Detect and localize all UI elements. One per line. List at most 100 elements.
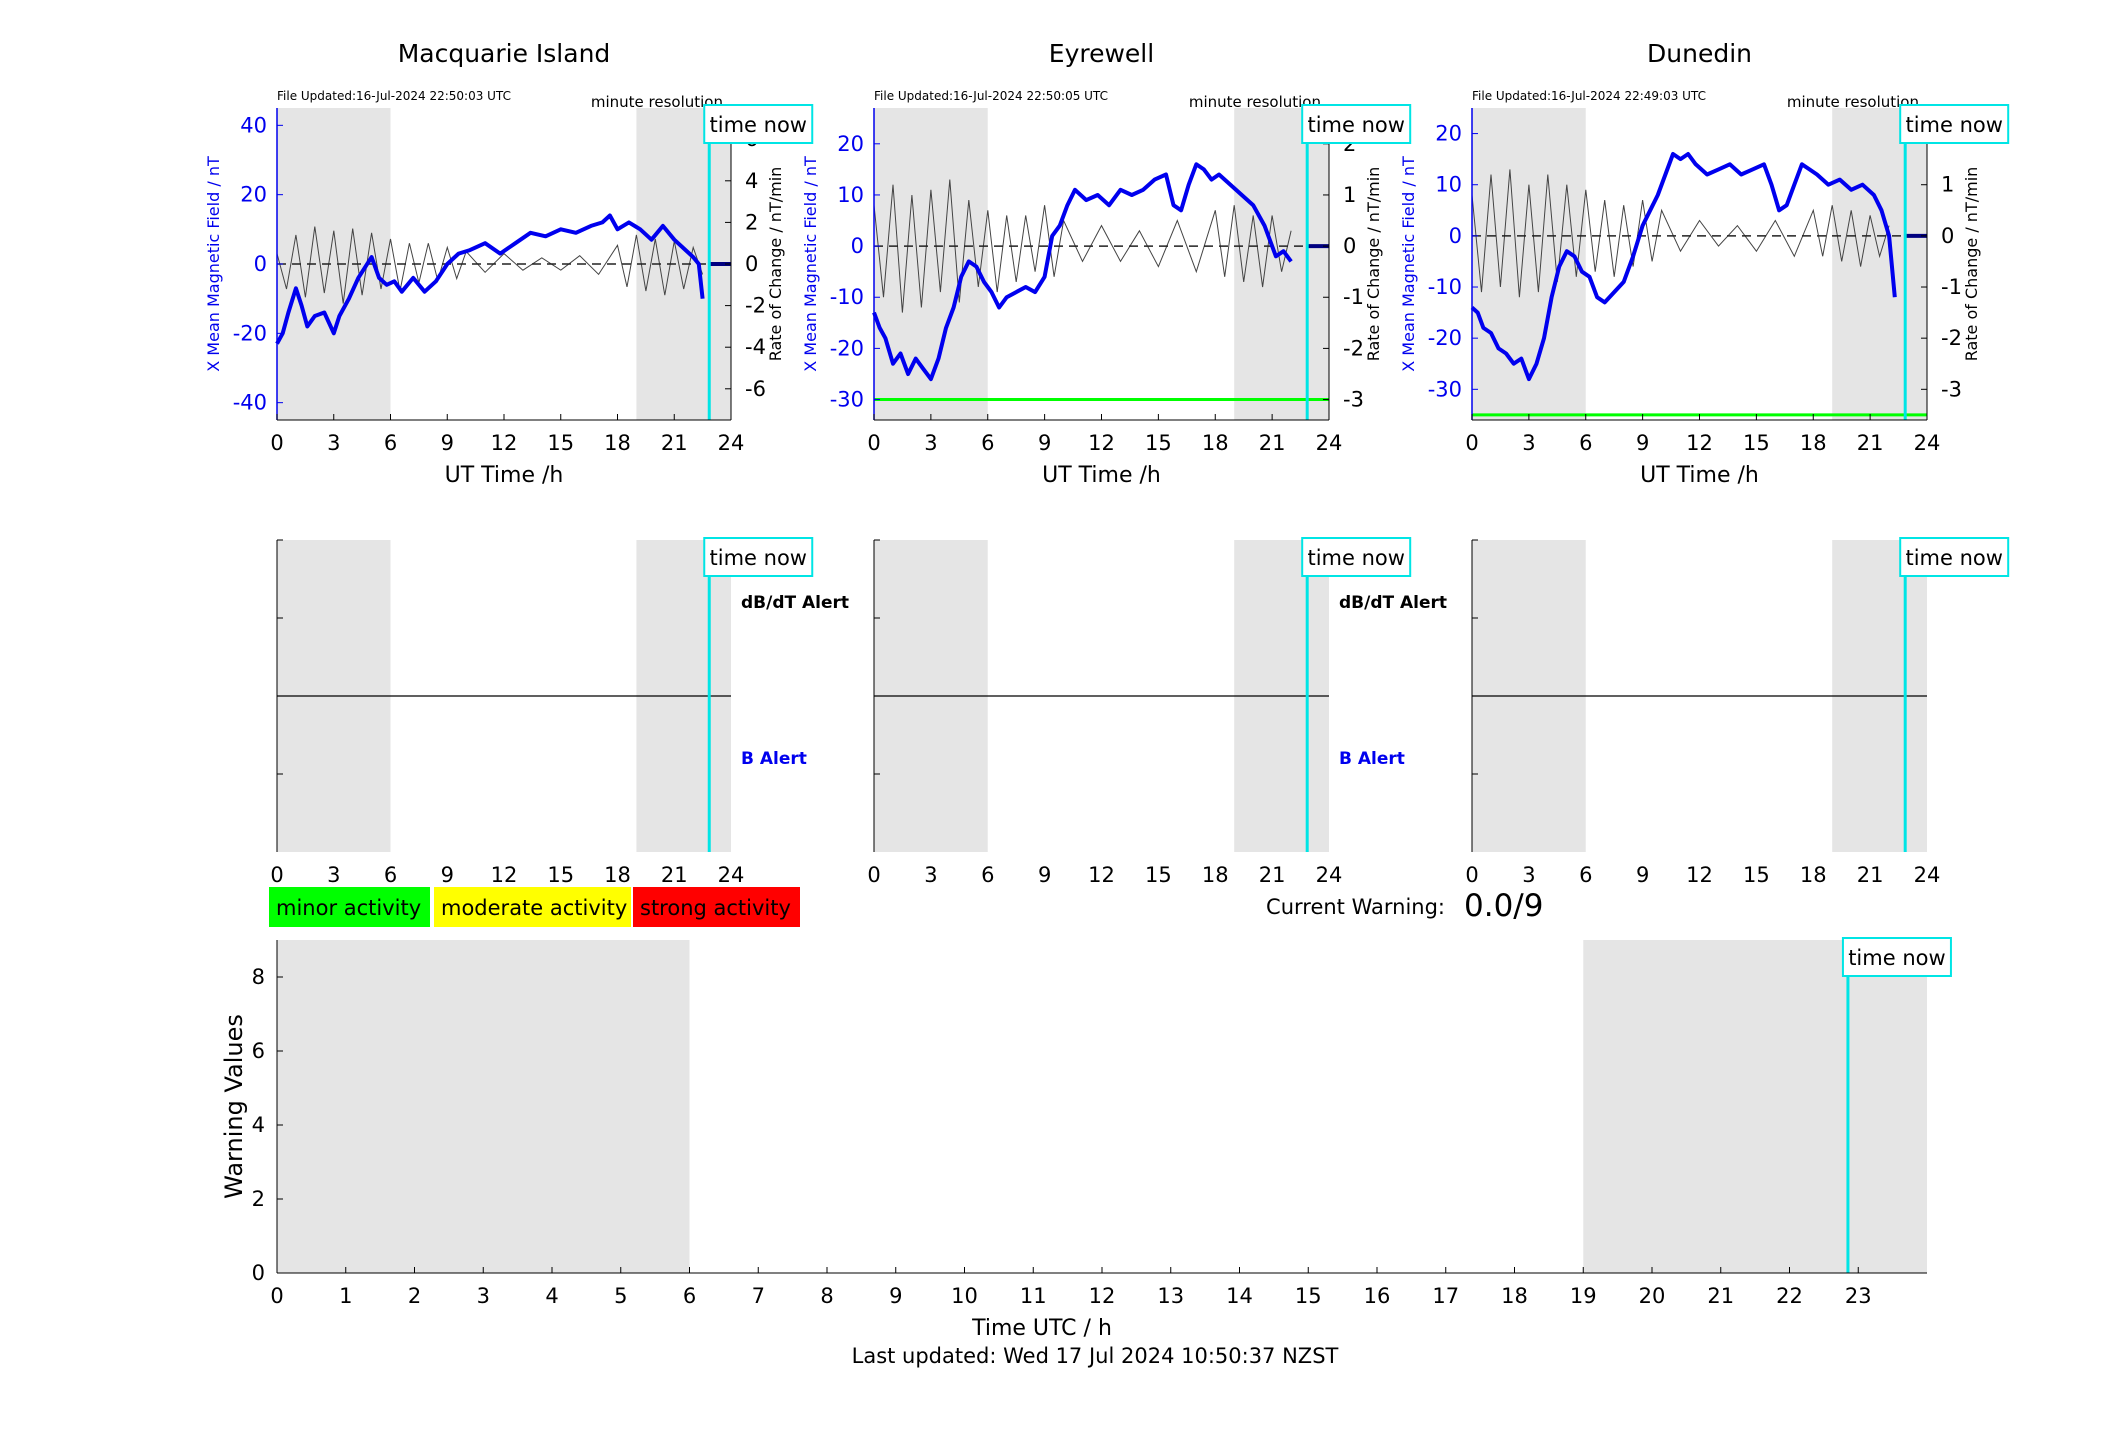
dunedin-alert-x-tick-label: 21 <box>1857 863 1884 887</box>
warning-y-tick-label: 8 <box>252 965 265 989</box>
warning-y-label: Warning Values <box>220 1014 248 1199</box>
eyrewell-alert-x-tick-label: 9 <box>1038 863 1051 887</box>
warning-x-tick-label: 18 <box>1501 1284 1528 1308</box>
warning-x-tick-label: 15 <box>1295 1284 1322 1308</box>
eyrewell-alert-x-tick-label: 15 <box>1145 863 1172 887</box>
macquarie-island-x-tick-label: 24 <box>718 431 745 455</box>
eyrewell-x-tick-label: 0 <box>867 431 880 455</box>
macquarie-island-alert-x-tick-label: 12 <box>491 863 518 887</box>
dunedin-alert-x-tick-label: 6 <box>1579 863 1592 887</box>
eyrewell-right-tick-label: -3 <box>1343 388 1364 412</box>
station-panels: 03691215182124-40-2002040-6-4-20246Macqu… <box>204 39 2010 488</box>
macquarie-island-x-tick-label: 18 <box>604 431 631 455</box>
dunedin-x-tick-label: 9 <box>1636 431 1649 455</box>
dunedin-time-now-label: time now <box>1905 113 2002 137</box>
dunedin-y-label: X Mean Magnetic Field / nT <box>1399 156 1418 372</box>
dunedin-field-line <box>1470 152 1897 382</box>
dunedin-minute-resolution: minute resolution <box>1787 93 1919 111</box>
macquarie-island-alert-x-tick-label: 24 <box>718 863 745 887</box>
strong-activity-label: strong activity <box>640 896 791 920</box>
warning-x-tick-label: 3 <box>477 1284 490 1308</box>
dunedin-y-tick-label: 10 <box>1435 173 1462 197</box>
macquarie-island-right-y-label: Rate of Change / nT/min <box>766 167 785 362</box>
dunedin-rate-of-change-line <box>1471 169 1890 298</box>
eyrewell-x-tick-label: 21 <box>1259 431 1286 455</box>
macquarie-island-time-now-label: time now <box>710 113 807 137</box>
macquarie-island-dbdt-alert-label: dB/dT Alert <box>741 593 849 613</box>
warning-y-tick-label: 2 <box>252 1187 265 1211</box>
macquarie-island-field-line <box>275 213 705 345</box>
dunedin-alert-x-tick-label: 24 <box>1914 863 1941 887</box>
eyrewell-y-tick-label: -10 <box>830 285 864 309</box>
eyrewell-y-tick-label: -30 <box>830 388 864 412</box>
eyrewell-alert-x-tick-label: 21 <box>1259 863 1286 887</box>
warning-x-tick-label: 1 <box>339 1284 352 1308</box>
dunedin-right-tick-label: -2 <box>1941 326 1962 350</box>
macquarie-island-x-label: UT Time /h <box>445 463 564 488</box>
macquarie-island-alert-x-tick-label: 9 <box>441 863 454 887</box>
warning-x-tick-label: 0 <box>270 1284 283 1308</box>
dunedin-x-tick-label: 24 <box>1914 431 1941 455</box>
eyrewell-y-tick-label: 10 <box>837 183 864 207</box>
dunedin-right-tick-label: 0 <box>1941 224 1954 248</box>
macquarie-island-rate-of-change-line <box>276 226 704 304</box>
eyrewell-y-label: X Mean Magnetic Field / nT <box>801 156 820 372</box>
eyrewell-alert-panel: 0 3 6 9 12 15 18 21 24 dB/dT Alert B Alert time now <box>867 537 1447 887</box>
eyrewell-x-tick-label: 3 <box>924 431 937 455</box>
macquarie-island-x-tick-label: 21 <box>661 431 688 455</box>
macquarie-island-alert-x-tick-label: 15 <box>547 863 574 887</box>
alert-panels: 0 3 6 9 12 15 18 21 24 dB/dT Alert B Alert time now… <box>270 537 2010 887</box>
eyrewell-time-now-box <box>1301 104 1412 144</box>
dunedin-y-tick-label: -30 <box>1428 377 1462 401</box>
macquarie-island-x-tick-label: 9 <box>441 431 454 455</box>
eyrewell-y-tick-label: -20 <box>830 336 864 360</box>
dunedin-right-tick-label: -3 <box>1941 377 1962 401</box>
warning-x-label: Time UTC / h <box>971 1316 1112 1341</box>
dunedin-night-band-1 <box>1832 108 1927 420</box>
dunedin-right-tick-label: -1 <box>1941 275 1962 299</box>
warning-x-tick-label: 9 <box>889 1284 902 1308</box>
macquarie-island-right-tick-label: 2 <box>745 210 758 234</box>
macquarie-island-y-tick-label: -20 <box>233 321 267 345</box>
macquarie-island-y-tick-label: 0 <box>254 252 267 276</box>
eyrewell-alert-x-tick-label: 6 <box>981 863 994 887</box>
eyrewell-x-tick-label: 24 <box>1316 431 1343 455</box>
dunedin-alert-x-tick-label: 3 <box>1522 863 1535 887</box>
warning-x-tick-label: 6 <box>683 1284 696 1308</box>
warning-y-tick-label: 0 <box>252 1261 265 1285</box>
eyrewell-alert-x-tick-label: 0 <box>867 863 880 887</box>
dunedin-right-tick-label: 1 <box>1941 173 1954 197</box>
warning-time-now-box <box>1841 937 1952 977</box>
warning-x-tick-label: 13 <box>1157 1284 1184 1308</box>
eyrewell-y-tick-label: 20 <box>837 132 864 156</box>
dunedin-x-tick-label: 12 <box>1686 431 1713 455</box>
warning-y-tick-label: 6 <box>252 1039 265 1063</box>
eyrewell-right-tick-label: 0 <box>1343 234 1356 258</box>
eyrewell-x-tick-label: 12 <box>1088 431 1115 455</box>
dunedin-alert-time-now-box <box>1899 537 2010 577</box>
warning-x-tick-label: 2 <box>408 1284 421 1308</box>
warning-x-tick-label: 20 <box>1639 1284 1666 1308</box>
warning-night-band-1 <box>1583 940 1927 1273</box>
warning-x-tick-label: 16 <box>1364 1284 1391 1308</box>
warning-x-tick-label: 4 <box>545 1284 558 1308</box>
macquarie-island-right-tick-label: -6 <box>745 377 766 401</box>
strong-activity-swatch <box>633 887 800 927</box>
dunedin-alert-x-tick-label: 15 <box>1743 863 1770 887</box>
eyrewell-right-tick-label: -2 <box>1343 336 1364 360</box>
dunedin-file-updated: File Updated:16-Jul-2024 22:49:03 UTC <box>1472 89 1706 103</box>
eyrewell-time-now-label: time now <box>1307 113 1404 137</box>
dunedin-alert-x-tick-label: 0 <box>1465 863 1478 887</box>
macquarie-island-alert-x-tick-label: 18 <box>604 863 631 887</box>
eyrewell-right-tick-label: -1 <box>1343 285 1364 309</box>
warning-x-tick-label: 7 <box>752 1284 765 1308</box>
macquarie-island-x-tick-label: 3 <box>327 431 340 455</box>
current-warning-value: 0.0/9 <box>1464 888 1543 924</box>
dunedin-time-now-box <box>1899 104 2010 144</box>
eyrewell-x-tick-label: 9 <box>1038 431 1051 455</box>
eyrewell-alert-x-tick-label: 24 <box>1316 863 1343 887</box>
macquarie-island-right-tick-label: 4 <box>745 169 758 193</box>
eyrewell-file-updated: File Updated:16-Jul-2024 22:50:05 UTC <box>874 89 1108 103</box>
dunedin-x-tick-label: 0 <box>1465 431 1478 455</box>
eyrewell-alert-x-tick-label: 12 <box>1088 863 1115 887</box>
